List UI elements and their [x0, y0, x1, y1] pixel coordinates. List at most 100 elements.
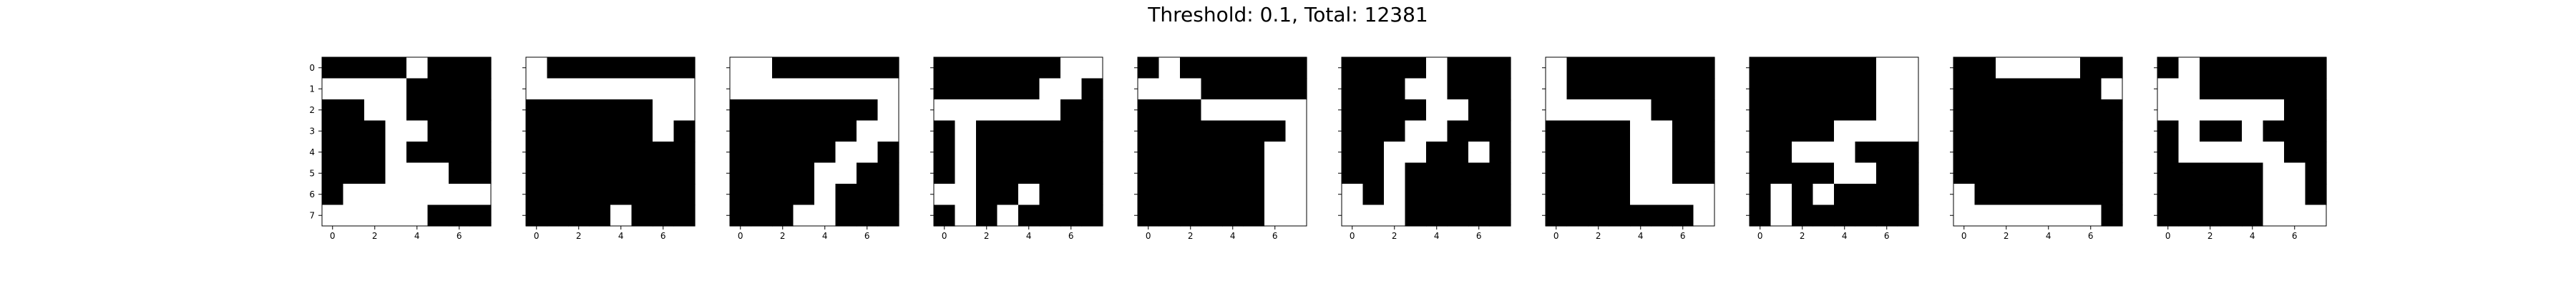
panel-4-cell-r3-c3 — [997, 120, 1019, 142]
panel-1-cell-r4-c4 — [406, 142, 429, 164]
panel-6-cell-r6-c1 — [1362, 184, 1385, 206]
panel-2-cell-r5-c7 — [673, 162, 696, 184]
panel-2-cell-r1-c7 — [673, 78, 696, 100]
panel-4-cell-r4-c6 — [1060, 142, 1083, 164]
panel-5-cell-r0-c1 — [1158, 57, 1181, 79]
panel-5-cell-r4-c6 — [1264, 142, 1287, 164]
panel-9-cell-r5-c1 — [1974, 162, 1996, 184]
panel-5-cell-r7-c5 — [1243, 204, 1265, 227]
panel-3-cell-r5-c2 — [772, 162, 794, 184]
panel-7-cell-r2-c3 — [1609, 99, 1631, 122]
panel-4-cell-r2-c1 — [955, 99, 977, 122]
panel-7-cell-r2-c6 — [1672, 99, 1694, 122]
panel-10-cell-r1-c4 — [2242, 78, 2264, 100]
panel-2-cell-r3-c6 — [653, 120, 675, 142]
panel-2-cell-r7-c3 — [589, 204, 611, 227]
panel-4-cell-r4-c2 — [976, 142, 998, 164]
panel-9-frame — [1953, 56, 2123, 227]
panel-6-cell-r5-c0 — [1342, 162, 1364, 184]
panel-9-cell-r0-c7 — [2101, 57, 2123, 79]
panel-5-cell-r0-c3 — [1201, 57, 1223, 79]
panel-8-cell-r6-c6 — [1876, 184, 1898, 206]
panel-9-cell-r0-c4 — [2038, 57, 2060, 79]
panel-2-cell-r3-c5 — [631, 120, 653, 142]
panel-7-cell-r5-c3 — [1609, 162, 1631, 184]
panel-8-cell-r1-c3 — [1813, 78, 1835, 100]
panel-9-cell-r6-c7 — [2101, 184, 2123, 206]
panel-2-cell-r1-c0 — [526, 78, 548, 100]
panel-6-cell-r0-c7 — [1489, 57, 1511, 79]
panel-5-cell-r1-c6 — [1264, 78, 1287, 100]
panel-4-cell-r6-c4 — [1018, 184, 1040, 206]
panel-5-cell-r0-c6 — [1264, 57, 1287, 79]
panel-9-cell-r4-c7 — [2101, 142, 2123, 164]
panel-4-frame — [933, 56, 1103, 227]
panel-10-cell-r1-c0 — [2157, 78, 2180, 100]
panel-8-cell-r0-c1 — [1770, 57, 1792, 79]
panel-8-cell-r1-c0 — [1750, 78, 1772, 100]
panel-1-cell-r3-c5 — [427, 120, 449, 142]
panel-4-cell-r4-c1 — [955, 142, 977, 164]
panel-8-cell-r3-c3 — [1813, 120, 1835, 142]
panel-1-cell-r6-c4 — [406, 184, 429, 206]
panel-10-cell-r4-c7 — [2305, 142, 2327, 164]
panel-2-cell-r1-c3 — [589, 78, 611, 100]
panel-9-cell-r7-c6 — [2080, 204, 2102, 227]
panel-3-cell-r4-c2 — [772, 142, 794, 164]
panel-8-cell-r4-c3 — [1813, 142, 1835, 164]
panel-10-cell-r7-c1 — [2178, 204, 2200, 227]
panel-7-cell-r1-c4 — [1630, 78, 1652, 100]
panel-10-cell-r6-c4 — [2242, 184, 2264, 206]
panel-4-cell-r7-c5 — [1039, 204, 1061, 227]
panel-7-cell-r6-c7 — [1693, 184, 1715, 206]
panel-4-cell-r7-c2 — [976, 204, 998, 227]
panel-9-cell-r3-c3 — [2016, 120, 2039, 142]
panel-1-cell-r2-c2 — [364, 99, 386, 122]
panel-9-cell-r3-c2 — [1996, 120, 2018, 142]
panel-7-cell-r5-c1 — [1566, 162, 1589, 184]
panel-3-cell-r0-c7 — [877, 57, 899, 79]
panel-8-cell-r0-c5 — [1855, 57, 1877, 79]
panel-5-cell-r1-c2 — [1180, 78, 1202, 100]
panel-5-xtick-label-0: 0 — [1146, 231, 1151, 241]
panel-3-cell-r5-c0 — [730, 162, 752, 184]
panel-10-xtick-label-2: 2 — [2207, 231, 2213, 241]
panel-8-cell-r0-c6 — [1876, 57, 1898, 79]
panel-6-cell-r2-c0 — [1342, 99, 1364, 122]
panel-4-cell-r3-c5 — [1039, 120, 1061, 142]
panel-7-cell-r5-c6 — [1672, 162, 1694, 184]
panel-4-cell-r3-c6 — [1060, 120, 1083, 142]
panel-2-cell-r4-c0 — [526, 142, 548, 164]
panel-2-cell-r7-c5 — [631, 204, 653, 227]
panel-5-cell-r3-c4 — [1222, 120, 1244, 142]
panel-4-cell-r7-c1 — [955, 204, 977, 227]
panel-1-cell-r5-c5 — [427, 162, 449, 184]
panel-10-cell-r2-c7 — [2305, 99, 2327, 122]
panel-7-cell-r4-c5 — [1651, 142, 1673, 164]
panel-6-cell-r0-c5 — [1447, 57, 1469, 79]
panel-1-xtick-label-4: 4 — [414, 231, 420, 241]
panel-7-frame — [1545, 56, 1715, 227]
panel-2-cell-r1-c1 — [547, 78, 569, 100]
panel-2-cell-r6-c1 — [547, 184, 569, 206]
panel-6-cell-r2-c4 — [1426, 99, 1448, 122]
panel-3-cell-r1-c4 — [814, 78, 836, 100]
panel-1-cell-r7-c4 — [406, 204, 429, 227]
panel-5-cell-r3-c6 — [1264, 120, 1287, 142]
panel-1-cell-r1-c6 — [449, 78, 471, 100]
chart-title: Threshold: 0.1, Total: 12381 — [1147, 3, 1428, 26]
panel-3-xtick-label-0: 0 — [738, 231, 743, 241]
panel-10-cell-r2-c6 — [2284, 99, 2306, 122]
panel-1-cell-r3-c7 — [469, 120, 492, 142]
panel-5-cell-r0-c7 — [1285, 57, 1307, 79]
panel-7: 0 2 4 6 — [1542, 56, 1715, 241]
panel-3-frame — [729, 56, 899, 227]
panel-3-cell-r0-c3 — [793, 57, 815, 79]
panel-1-cell-r4-c6 — [449, 142, 471, 164]
panel-5-cell-r7-c7 — [1285, 204, 1307, 227]
panel-7-xtick-label-6: 6 — [1680, 231, 1686, 241]
panel-9-xtick-label-6: 6 — [2088, 231, 2094, 241]
panel-10-cell-r4-c2 — [2200, 142, 2222, 164]
panel-1-cell-r0-c7 — [469, 57, 492, 79]
